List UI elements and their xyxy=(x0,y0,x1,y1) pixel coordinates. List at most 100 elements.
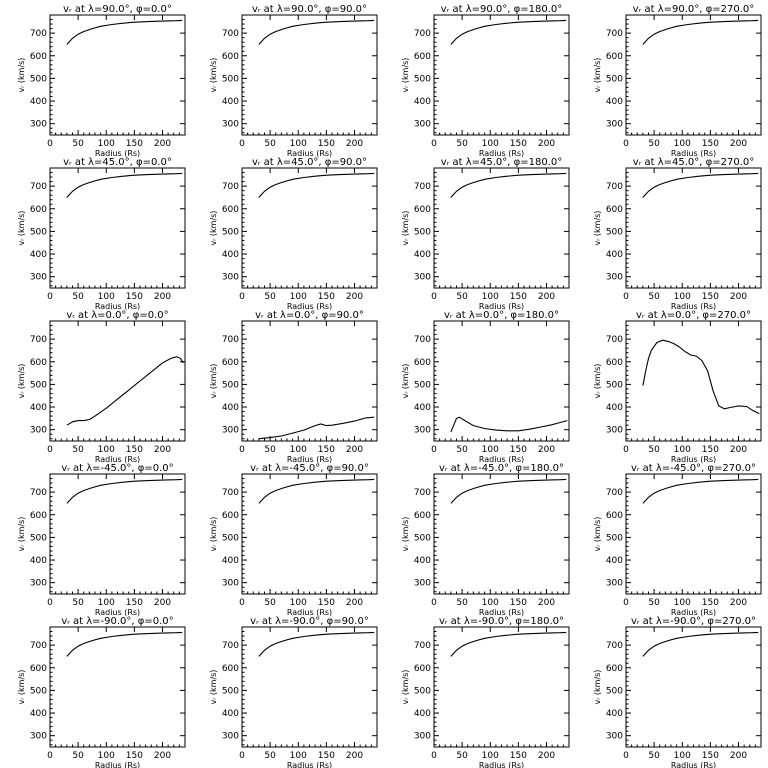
x-tick-label: 150 xyxy=(510,598,527,608)
panel-title: vᵣ at λ=90.0°, φ=270.0° xyxy=(633,4,754,15)
data-line xyxy=(450,478,567,504)
y-tick-label: 700 xyxy=(222,335,239,345)
x-tick-label: 100 xyxy=(674,751,691,761)
y-tick-label: 600 xyxy=(414,358,431,368)
x-tick-label: 150 xyxy=(702,751,719,761)
y-tick-label: 300 xyxy=(414,120,431,130)
y-tick-label: 700 xyxy=(414,335,431,345)
y-tick-label: 600 xyxy=(222,664,239,674)
y-axis-label: vᵣ (km/s) xyxy=(17,58,26,93)
data-line xyxy=(450,416,568,433)
y-tick-label: 700 xyxy=(606,335,623,345)
y-tick-label: 400 xyxy=(606,97,623,107)
x-tick-label: 100 xyxy=(98,751,115,761)
x-tick-label: 100 xyxy=(290,598,307,608)
panel-title: vᵣ at λ=0.0°, φ=0.0° xyxy=(66,310,168,321)
x-tick-label: 50 xyxy=(264,292,276,302)
y-tick-label: 600 xyxy=(222,511,239,521)
x-axis-label: Radius (Rs) xyxy=(95,455,140,464)
y-tick-label: 700 xyxy=(606,182,623,192)
data-line xyxy=(66,19,183,45)
plot-frame xyxy=(625,14,762,136)
x-tick-label: 100 xyxy=(290,445,307,455)
y-tick-label: 500 xyxy=(222,227,239,237)
y-tick-label: 400 xyxy=(222,403,239,413)
x-tick-label: 0 xyxy=(239,139,245,149)
y-tick-label: 400 xyxy=(414,709,431,719)
y-tick-label: 600 xyxy=(414,52,431,62)
data-line xyxy=(450,19,567,45)
y-tick-label: 300 xyxy=(222,426,239,436)
y-tick-label: 700 xyxy=(30,641,47,651)
x-tick-label: 150 xyxy=(126,139,143,149)
panel-title: vᵣ at λ=90.0°, φ=90.0° xyxy=(252,4,367,15)
y-tick-label: 700 xyxy=(222,29,239,39)
x-axis-label: Radius (Rs) xyxy=(671,302,716,311)
plot-frame xyxy=(625,473,762,595)
x-tick-label: 50 xyxy=(264,445,276,455)
x-tick-label: 50 xyxy=(648,598,660,608)
y-tick-label: 300 xyxy=(222,732,239,742)
x-axis-label: Radius (Rs) xyxy=(479,302,524,311)
y-tick-label: 700 xyxy=(606,29,623,39)
y-tick-label: 300 xyxy=(30,273,47,283)
y-axis-label: vᵣ (km/s) xyxy=(209,670,218,705)
x-axis-label: Radius (Rs) xyxy=(479,608,524,617)
panel-title: vᵣ at λ=45.0°, φ=180.0° xyxy=(441,157,562,168)
y-tick-label: 600 xyxy=(222,52,239,62)
y-tick-label: 500 xyxy=(30,533,47,543)
y-tick-label: 600 xyxy=(30,664,47,674)
chart-panel: 0 50 100 150 200 300 400 500 600 700 vᵣ at λ=-90.0… xyxy=(401,616,570,768)
plot-frame xyxy=(433,167,570,289)
x-tick-label: 200 xyxy=(154,751,171,761)
data-line xyxy=(66,631,183,657)
y-tick-label: 600 xyxy=(606,205,623,215)
x-tick-label: 200 xyxy=(346,139,363,149)
x-tick-label: 0 xyxy=(47,598,53,608)
y-tick-label: 500 xyxy=(414,227,431,237)
x-tick-label: 100 xyxy=(482,445,499,455)
plot-frame xyxy=(241,473,378,595)
plot-frame xyxy=(433,626,570,748)
y-tick-label: 700 xyxy=(30,488,47,498)
x-tick-label: 150 xyxy=(318,445,335,455)
x-tick-label: 50 xyxy=(648,292,660,302)
data-line xyxy=(450,172,567,198)
panel-title: vᵣ at λ=45.0°, φ=0.0° xyxy=(63,157,172,168)
y-tick-label: 500 xyxy=(30,227,47,237)
chart-panel: 0 50 100 150 200 300 400 500 600 700 vᵣ at λ=0.0°,… xyxy=(209,310,378,464)
panel-title: vᵣ at λ=-45.0°, φ=0.0° xyxy=(61,463,173,474)
x-tick-label: 200 xyxy=(538,292,555,302)
y-tick-label: 400 xyxy=(30,250,47,260)
x-tick-label: 150 xyxy=(126,751,143,761)
panel-title: vᵣ at λ=-90.0°, φ=90.0° xyxy=(250,616,369,627)
chart-panel: 0 50 100 150 200 300 400 500 600 700 vᵣ at λ=-45.0… xyxy=(17,463,186,617)
x-tick-label: 100 xyxy=(674,598,691,608)
data-line xyxy=(642,339,760,415)
y-tick-label: 600 xyxy=(606,511,623,521)
x-tick-label: 0 xyxy=(47,751,53,761)
x-tick-label: 50 xyxy=(456,598,468,608)
y-tick-label: 700 xyxy=(30,335,47,345)
x-tick-label: 0 xyxy=(623,292,629,302)
panel-title: vᵣ at λ=0.0°, φ=180.0° xyxy=(444,310,559,321)
x-tick-label: 100 xyxy=(98,598,115,608)
y-tick-label: 500 xyxy=(414,380,431,390)
y-tick-label: 400 xyxy=(222,250,239,260)
plot-frame xyxy=(625,626,762,748)
x-tick-label: 150 xyxy=(702,139,719,149)
panel-title: vᵣ at λ=-90.0°, φ=270.0° xyxy=(631,616,756,627)
y-tick-label: 400 xyxy=(30,403,47,413)
panel-title: vᵣ at λ=45.0°, φ=270.0° xyxy=(633,157,754,168)
y-axis-label: vᵣ (km/s) xyxy=(17,364,26,399)
panel-title: vᵣ at λ=0.0°, φ=270.0° xyxy=(636,310,751,321)
x-tick-label: 100 xyxy=(674,139,691,149)
y-tick-label: 400 xyxy=(414,97,431,107)
y-tick-label: 300 xyxy=(222,273,239,283)
panel-title: vᵣ at λ=-90.0°, φ=180.0° xyxy=(439,616,564,627)
y-tick-label: 700 xyxy=(222,641,239,651)
x-tick-label: 50 xyxy=(264,598,276,608)
chart-panel: 0 50 100 150 200 300 400 500 600 700 vᵣ at λ=45.0°… xyxy=(209,157,378,311)
x-tick-label: 100 xyxy=(674,445,691,455)
x-tick-label: 50 xyxy=(72,598,84,608)
